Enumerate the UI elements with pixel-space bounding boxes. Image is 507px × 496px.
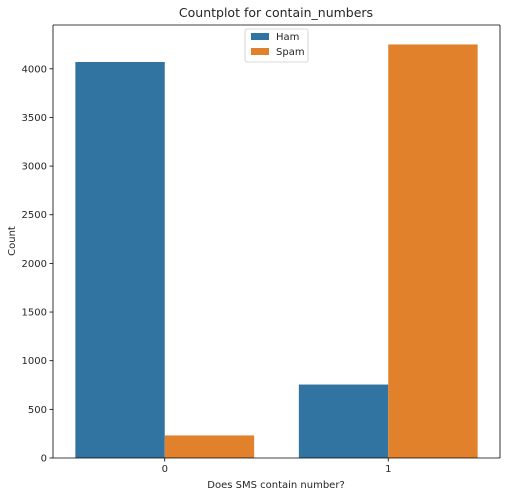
- legend-label-ham: Ham: [276, 32, 299, 43]
- y-tick-label: 500: [28, 405, 47, 416]
- y-tick-label: 2000: [22, 259, 47, 270]
- y-ticks: 0 500 1000 1500 2000 2500 3000 3500 4000: [22, 64, 53, 465]
- y-tick-label: 4000: [22, 64, 47, 75]
- y-axis-label: Count: [7, 226, 18, 256]
- bar-ham-0: [75, 61, 165, 458]
- x-tick-label: 1: [385, 464, 391, 475]
- bar-spam-1: [388, 44, 478, 459]
- axes: [52, 24, 501, 459]
- y-tick-label: 0: [41, 454, 47, 465]
- y-tick-label: 3000: [22, 162, 47, 173]
- y-tick-label: 1000: [22, 356, 47, 367]
- legend: Ham Spam: [244, 28, 309, 63]
- bar-ham-1: [298, 384, 389, 458]
- legend-swatch-spam: [251, 48, 269, 55]
- chart-title: Countplot for contain_numbers: [179, 5, 373, 20]
- y-tick-label: 1500: [22, 308, 47, 319]
- x-axis-label: Does SMS contain number?: [207, 480, 345, 491]
- bars: [75, 44, 478, 459]
- y-tick-label: 2500: [22, 210, 47, 221]
- y-tick-label: 3500: [22, 113, 47, 124]
- legend-label-spam: Spam: [276, 47, 305, 58]
- x-tick-label: 0: [162, 464, 168, 475]
- bar-spam-0: [164, 435, 255, 458]
- legend-swatch-ham: [251, 33, 269, 40]
